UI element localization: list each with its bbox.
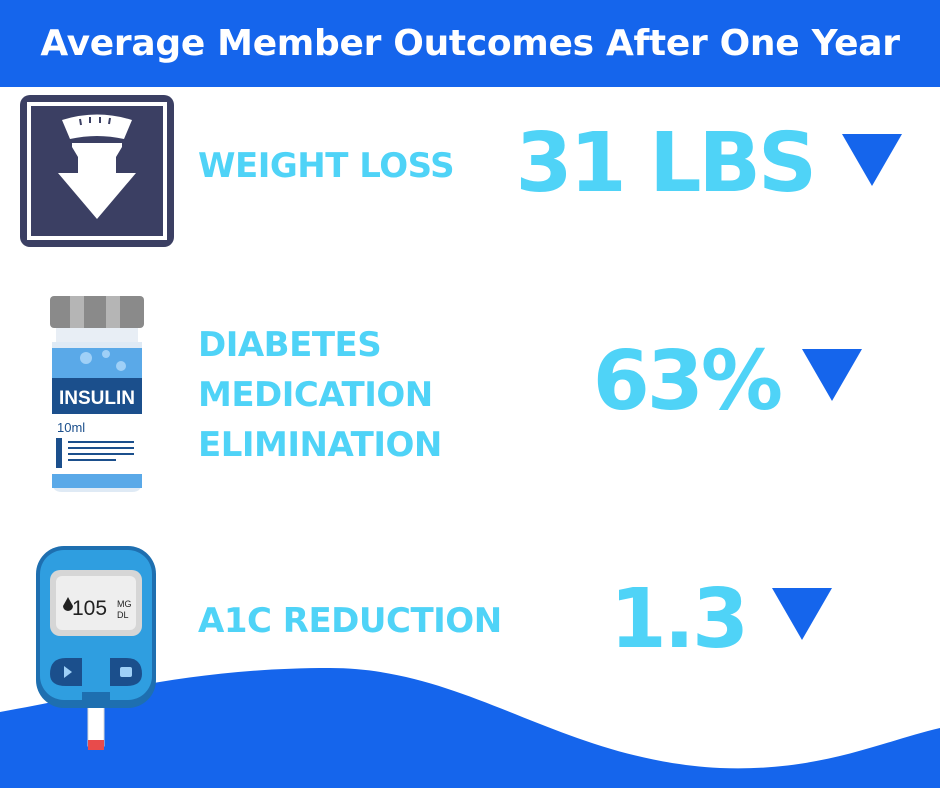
vial-label: INSULIN	[59, 388, 135, 409]
medication-elimination-value: 63%	[592, 334, 783, 429]
medication-elimination-label: DIABETES MEDICATION ELIMINATION	[198, 325, 442, 465]
weight-loss-label: WEIGHT LOSS	[198, 146, 455, 186]
meter-unit-top: MG	[117, 599, 132, 609]
weight-loss-value: 31 LBS	[515, 116, 817, 211]
weight-loss-down-arrow-icon	[842, 134, 902, 186]
insulin-vial-icon: INSULIN 10ml	[50, 296, 144, 492]
vial-volume: 10ml	[57, 420, 85, 435]
page-title: Average Member Outcomes After One Year	[40, 23, 900, 64]
meter-reading: 105	[72, 597, 107, 620]
glucose-meter-icon: 105 MG DL	[36, 546, 156, 750]
a1c-reduction-value: 1.3	[609, 572, 749, 667]
header-banner: Average Member Outcomes After One Year	[0, 0, 940, 87]
medication-down-arrow-icon	[802, 349, 862, 401]
a1c-down-arrow-icon	[772, 588, 832, 640]
meter-unit-bottom: DL	[117, 610, 129, 620]
a1c-reduction-label: A1C REDUCTION	[198, 601, 502, 641]
scale-weight-down-icon	[20, 95, 174, 247]
